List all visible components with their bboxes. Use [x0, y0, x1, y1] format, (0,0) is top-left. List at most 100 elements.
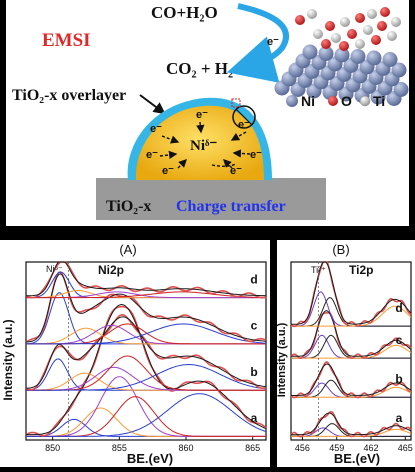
ni2p-plot-area: 850 855 860 865 a b c d: [25, 261, 267, 453]
ni-atom-icon: [286, 95, 298, 107]
ti-atom: [391, 17, 401, 27]
legend-o-label: O: [341, 93, 352, 109]
component-curve-c: [291, 334, 411, 359]
component-curve-a: [26, 407, 266, 437]
component-curve-d: [291, 291, 411, 327]
raw-spectrum-c: [25, 271, 267, 343]
emsi-scheme: EMSI CO+H₂O CO₂ + H₂ Ni O Ti TiO₂-x over…: [0, 0, 415, 232]
curve-label-d: d: [395, 301, 402, 315]
component-curve-c: [25, 292, 266, 345]
particle-label: Niᵟ⁻: [190, 138, 217, 154]
fit-envelope-c: [291, 310, 412, 357]
x-tick-label: 465: [398, 443, 413, 453]
component-curve-d: [291, 305, 412, 327]
ti-atom: [355, 39, 365, 49]
ni-atom: [393, 82, 409, 97]
o-atom: [321, 39, 331, 49]
support-label: TiO₂-x: [106, 198, 151, 215]
electron-label: e⁻: [230, 165, 242, 177]
curve-label-c: c: [396, 333, 403, 347]
ni-atom: [302, 44, 318, 60]
ti2p-panel: (B) Ti2p Ti³⁺ Intensity (a.u.) BE.(eV) 4…: [276, 240, 415, 467]
panel-b-label: (B): [332, 242, 349, 257]
panel-a-xlabel: BE.(eV): [127, 451, 173, 466]
overlayer-label: TiO₂-x overlayer: [12, 87, 126, 104]
ni-atom: [334, 47, 350, 63]
o-atom: [325, 21, 335, 31]
overlayer-pointer: [139, 94, 166, 115]
component-curve-c: [26, 324, 266, 345]
ti-atom: [331, 33, 341, 43]
atom-legend: Ni O Ti: [286, 93, 385, 109]
fit-envelope-d: [291, 261, 412, 325]
component-curve-a: [26, 418, 266, 437]
ti-atom: [313, 29, 323, 39]
panel-a-title: Ni2p: [98, 263, 124, 277]
x-tick-label: 462: [363, 443, 378, 453]
plot-frame: [25, 261, 267, 441]
ni2p-panel: (A) Ni2p Niᵟ⁻ Intensity (a.u.) BE.(eV) 8…: [0, 240, 270, 467]
electron-label: e⁻: [150, 123, 162, 135]
ti-atom: [340, 17, 350, 27]
electron-label: e⁻: [196, 109, 208, 121]
panel-b-xlabel: BE.(eV): [334, 451, 380, 466]
defect-marker: [231, 98, 241, 108]
o-atom: [380, 7, 390, 17]
component-curve-d: [26, 291, 267, 299]
scheme-title: EMSI: [42, 30, 91, 51]
fit-envelope-a: [291, 412, 412, 436]
ni2p-chart: (A) Ni2p Niᵟ⁻ Intensity (a.u.) BE.(eV) 8…: [1, 242, 267, 466]
fit-envelope-b: [291, 363, 412, 396]
o-atom-icon: [328, 96, 338, 106]
ni-particle: [135, 105, 264, 180]
o-atom: [295, 15, 305, 25]
ti2p-plot-area: 456 459 462 465 a b c d: [290, 261, 413, 453]
ni-atom: [366, 50, 382, 66]
crystal-surface: [274, 7, 409, 106]
raw-spectrum-a: [290, 410, 412, 438]
fit-envelope-d: [26, 261, 267, 297]
charge-transfer-label: Charge transfer: [176, 198, 286, 215]
component-curve-b: [291, 386, 412, 398]
o-atom: [347, 29, 357, 39]
curve-label-b: b: [395, 372, 402, 386]
ti2p-chart: (B) Ti2p Ti³⁺ Intensity (a.u.) BE.(eV) 4…: [276, 242, 413, 466]
scheme-canvas: EMSI CO+H₂O CO₂ + H₂ Ni O Ti TiO₂-x over…: [0, 0, 415, 232]
x-tick-label: 459: [329, 443, 344, 453]
ni-atom: [350, 49, 366, 64]
curve-label-a: a: [396, 411, 403, 425]
electron-label: e⁻: [146, 149, 158, 161]
products-label: CO₂ + H₂: [166, 59, 233, 78]
electron-flow-arrows: [159, 121, 251, 169]
fit-envelope-b: [25, 316, 267, 389]
raw-spectrum-a: [25, 305, 267, 437]
o-atom: [355, 13, 365, 23]
x-tick-label: 456: [295, 443, 310, 453]
panel-a-label: (A): [119, 242, 136, 257]
component-curve-c: [26, 323, 267, 345]
panel-a-ylabel: Intensity (a.u.): [1, 319, 15, 400]
legend-ti-label: Ti: [373, 93, 385, 109]
electron-label: e⁻: [162, 165, 174, 177]
x-tick-label: 865: [245, 443, 260, 453]
curve-label-a: a: [251, 411, 258, 425]
fit-envelope-a: [25, 303, 267, 436]
x-tick-label: 860: [178, 443, 193, 453]
panel-b-title: Ti2p: [349, 263, 373, 277]
curve-label-d: d: [250, 272, 257, 286]
x-tick-label: 850: [45, 443, 60, 453]
x-tick-label: 855: [112, 443, 127, 453]
active-site-circle: [232, 105, 256, 129]
curve-label-c: c: [251, 319, 258, 333]
reactants-label: CO+H₂O: [151, 3, 218, 22]
ti-atom: [367, 9, 377, 19]
tio2-support: [96, 178, 326, 220]
ni-atom: [391, 62, 407, 78]
component-curve-a: [26, 376, 266, 437]
fit-envelope-c: [25, 273, 267, 343]
ti-atom: [363, 25, 373, 35]
ti-atom: [307, 9, 317, 19]
ti-atom-icon: [359, 95, 371, 107]
electron-label: e⁻: [250, 149, 262, 161]
ti-atom: [387, 31, 397, 41]
